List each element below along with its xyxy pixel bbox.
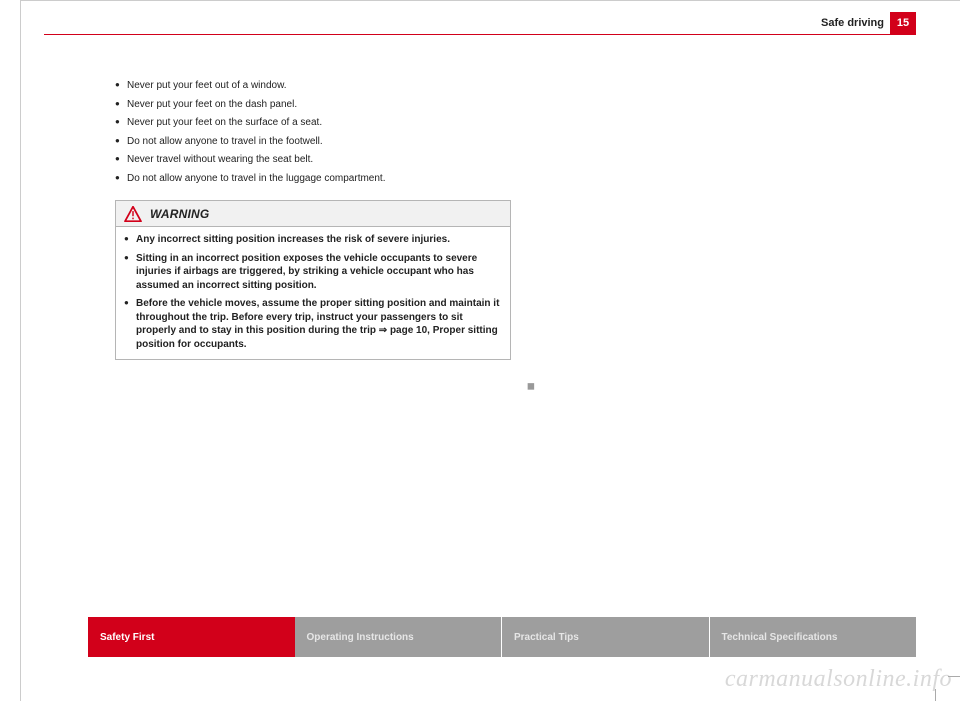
warning-header: WARNING [115, 200, 511, 226]
footer-tab-safety[interactable]: Safety First [88, 617, 295, 657]
footer-tabs: Safety First Operating Instructions Prac… [88, 617, 916, 657]
warning-body: Any incorrect sitting position increases… [115, 226, 511, 360]
warning-box: WARNING Any incorrect sitting position i… [115, 200, 511, 360]
crop-mark-h [948, 676, 960, 677]
bullet-item: Never travel without wearing the seat be… [115, 152, 525, 168]
footer-tab-operating[interactable]: Operating Instructions [295, 617, 502, 657]
warning-item: Sitting in an incorrect position exposes… [124, 252, 502, 293]
warning-title: WARNING [150, 207, 209, 221]
frame-top [20, 0, 960, 1]
bullet-item: Do not allow anyone to travel in the foo… [115, 134, 525, 150]
crop-mark-v [935, 689, 936, 701]
footer-tab-label: Operating Instructions [307, 632, 414, 643]
watermark: carmanualsonline.info [725, 666, 952, 693]
warning-item: Any incorrect sitting position increases… [124, 233, 502, 247]
bullet-list: Never put your feet out of a window. Nev… [115, 78, 525, 186]
frame-left [20, 0, 21, 701]
page-number: 15 [890, 12, 916, 34]
bullet-item: Never put your feet on the dash panel. [115, 97, 525, 113]
main-content: Never put your feet out of a window. Nev… [115, 78, 525, 360]
footer-tab-label: Practical Tips [514, 632, 579, 643]
warning-triangle-icon [124, 206, 142, 222]
footer-tab-label: Safety First [100, 632, 154, 643]
header-rule [44, 34, 916, 35]
section-end-marker: ◼ [527, 381, 535, 392]
footer-tab-practical[interactable]: Practical Tips [501, 617, 709, 657]
footer-tab-label: Technical Specifications [722, 632, 838, 643]
section-title: Safe driving [821, 17, 884, 29]
bullet-item: Do not allow anyone to travel in the lug… [115, 171, 525, 187]
footer-tab-technical[interactable]: Technical Specifications [709, 617, 917, 657]
warning-item: Before the vehicle moves, assume the pro… [124, 297, 502, 351]
bullet-item: Never put your feet out of a window. [115, 78, 525, 94]
header-right: Safe driving 15 [821, 12, 916, 34]
bullet-item: Never put your feet on the surface of a … [115, 115, 525, 131]
